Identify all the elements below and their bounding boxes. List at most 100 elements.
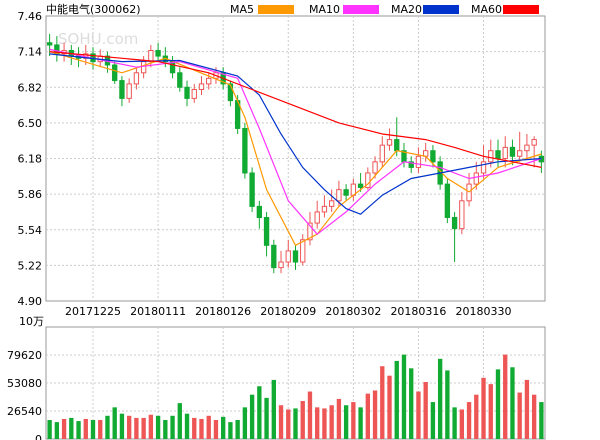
candle-up: [336, 189, 342, 202]
volume-bar: [235, 420, 240, 439]
candle-up: [415, 155, 422, 168]
legend-ma10-swatch: [343, 5, 379, 14]
volume-bar: [199, 418, 204, 439]
candle-up: [300, 239, 306, 263]
candle-up: [531, 139, 537, 146]
candle-down: [292, 250, 299, 263]
legend-ma5-swatch: [258, 5, 294, 14]
volume-bar: [112, 407, 117, 439]
price-y-axis-labels: 7.46 7.14 6.82 6.50 6.18 5.86 5.54 5.22 4.90: [18, 10, 43, 308]
candle-up: [148, 50, 154, 63]
volume-bar: [228, 422, 233, 439]
candle-down: [177, 72, 183, 88]
volume-bar: [531, 394, 537, 439]
volume-bar: [61, 418, 67, 439]
volume-bar: [119, 413, 125, 439]
volume-bar: [351, 402, 356, 439]
volume-bar: [488, 384, 493, 439]
volume-bar: [524, 379, 530, 439]
volume-bar: [83, 418, 88, 439]
volume-tick-label: 0: [35, 433, 42, 440]
volume-bar: [47, 420, 52, 439]
volume-bar: [170, 415, 175, 439]
candle-down: [444, 183, 451, 219]
candle-up: [285, 250, 291, 263]
volume-bar: [401, 354, 407, 439]
volume-bar: [372, 390, 378, 439]
candle-down: [509, 146, 516, 157]
ma10-line: [49, 48, 542, 236]
volume-bar: [517, 392, 522, 439]
volume-bar: [192, 417, 197, 439]
volume-bar: [76, 421, 81, 439]
legend-ma5-label: MA5: [230, 3, 254, 16]
volume-bar: [336, 398, 342, 439]
price-tick-label: 6.50: [18, 117, 43, 130]
volume-bar: [249, 394, 255, 439]
volume-bar: [257, 386, 262, 439]
volume-bar: [221, 416, 226, 439]
volume-bar: [300, 401, 305, 439]
candle-up: [328, 200, 335, 207]
ma60-line: [49, 51, 542, 168]
volume-bar: [141, 417, 146, 439]
volume-bar: [387, 375, 392, 439]
volume-bar: [409, 368, 414, 439]
volume-bar: [322, 408, 327, 439]
candle-down: [430, 150, 436, 163]
volume-bar: [271, 379, 276, 439]
volume-bar: [293, 408, 298, 439]
candle-down: [227, 83, 234, 102]
volume-bar: [510, 367, 515, 439]
date-tick-label: 20180316: [390, 305, 446, 318]
price-tick-label: 5.54: [18, 224, 43, 237]
candle-down: [112, 64, 118, 82]
candle-up: [133, 72, 140, 85]
volume-bar: [177, 403, 182, 439]
moving-averages: [49, 48, 542, 247]
volume-bar: [278, 405, 284, 439]
legend-ma60-label: MA60: [471, 3, 502, 16]
volume-unit-label: 10万: [19, 315, 44, 328]
candle-down: [184, 86, 190, 99]
candle-up: [206, 77, 212, 85]
volume-bars: [47, 354, 544, 439]
date-tick-label: 20180111: [130, 305, 186, 318]
date-tick-label: 20180126: [195, 305, 251, 318]
candle-up: [198, 83, 205, 90]
candle-down: [495, 150, 501, 159]
volume-bar: [365, 393, 370, 439]
volume-bar: [380, 366, 385, 439]
volume-bar: [54, 422, 60, 439]
volume-bar: [134, 417, 139, 439]
price-tick-label: 5.86: [18, 188, 43, 201]
volume-bar: [474, 394, 479, 439]
candle-down: [242, 127, 248, 174]
volume-bar: [423, 382, 428, 439]
volume-bar: [430, 402, 436, 439]
candle-up: [379, 144, 385, 163]
candle-up: [365, 172, 371, 188]
volume-bar: [126, 415, 132, 439]
candle-up: [191, 88, 197, 99]
volume-bar: [394, 360, 399, 439]
volume-bar: [481, 377, 486, 439]
date-tick-label: 20171225: [65, 305, 121, 318]
volume-bar: [437, 358, 443, 439]
candle-down: [256, 205, 263, 219]
candle-down: [155, 50, 161, 57]
volume-bar: [213, 420, 219, 439]
volume-bar: [358, 407, 363, 439]
volume-bar: [539, 402, 544, 439]
ma20-line: [49, 53, 542, 215]
candle-down: [343, 189, 349, 196]
candle-down: [357, 183, 364, 188]
volume-bar: [98, 420, 103, 439]
volume-bar: [69, 417, 74, 439]
candle-down: [408, 161, 414, 168]
volume-bar: [90, 420, 96, 439]
legend-ma20-label: MA20: [391, 3, 422, 16]
candle-up: [372, 161, 378, 174]
candle-down: [263, 217, 270, 246]
